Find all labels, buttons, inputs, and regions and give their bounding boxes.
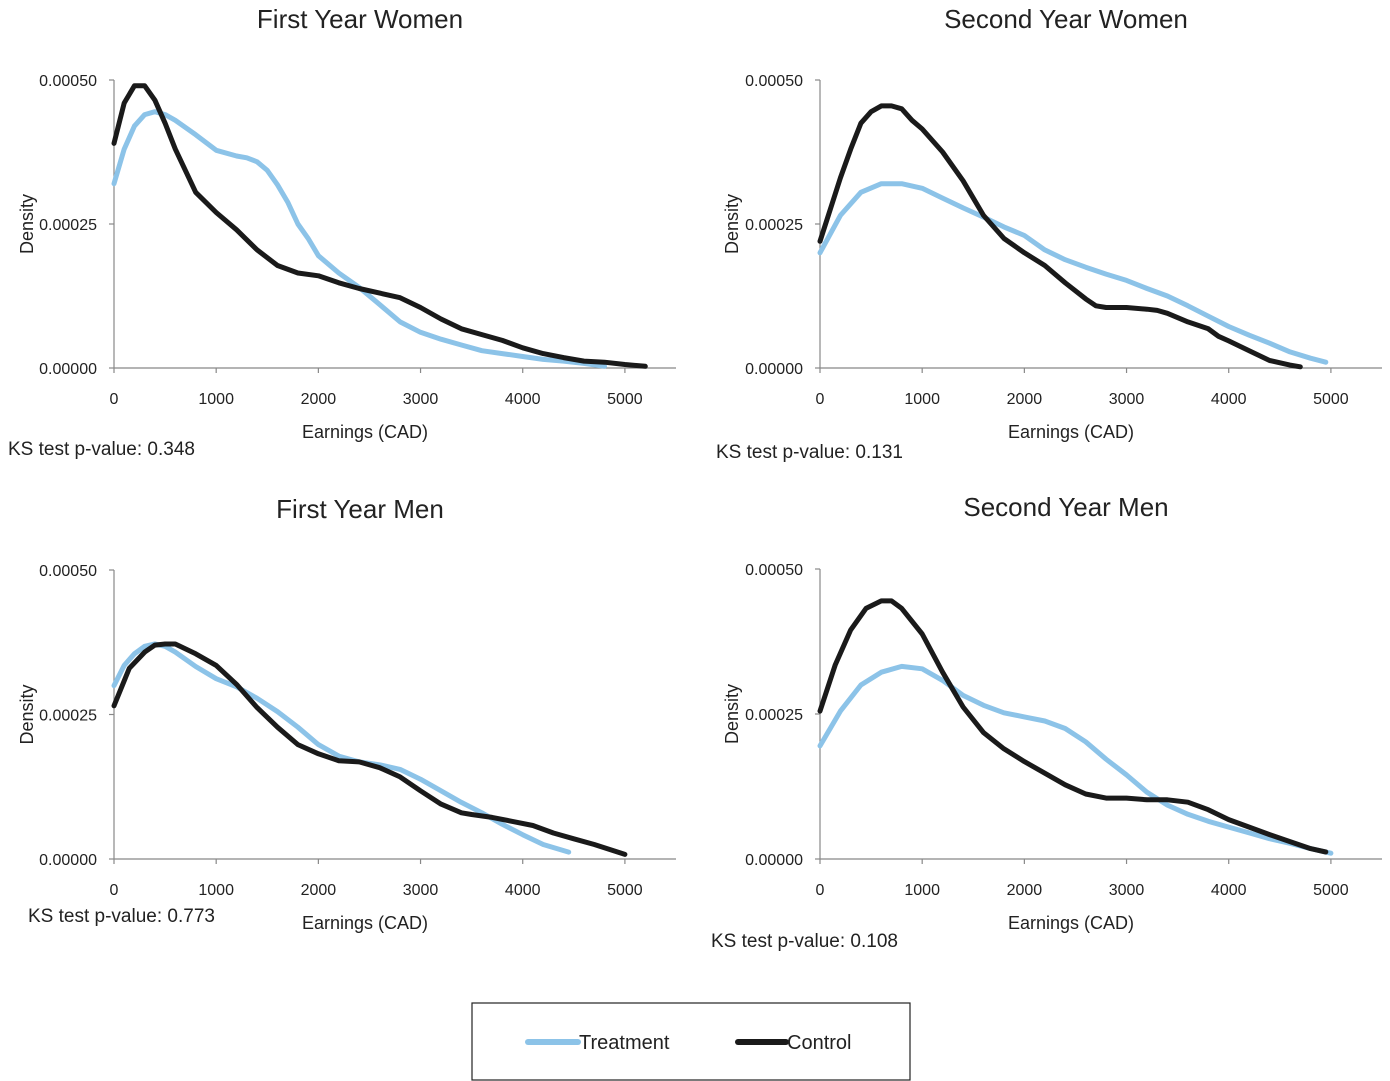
legend: Treatment Control xyxy=(471,1002,911,1081)
first-year-men-x-tick-label: 0 xyxy=(110,882,119,899)
first-year-men-x-axis-label: Earnings (CAD) xyxy=(302,913,428,933)
second-year-men-x-tick-label: 4000 xyxy=(1211,882,1247,899)
second-year-men-x-tick-label: 0 xyxy=(816,882,825,899)
first-year-women-x-tick-label: 4000 xyxy=(505,391,541,408)
second-year-men-x-tick-label: 3000 xyxy=(1109,882,1145,899)
second-year-women-y-axis-label: Density xyxy=(722,194,742,254)
second-year-men-title: Second Year Men xyxy=(963,492,1168,522)
second-year-men-x-axis-label: Earnings (CAD) xyxy=(1008,913,1134,933)
first-year-women-title: First Year Women xyxy=(257,4,463,34)
first-year-men-x-tick-label: 1000 xyxy=(198,882,234,899)
first-year-men-ks-text: KS test p-value: 0.773 xyxy=(28,906,215,927)
second-year-women-title: Second Year Women xyxy=(944,4,1188,34)
first-year-women-y-tick-label: 0.00050 xyxy=(39,73,97,90)
first-year-men-y-tick-label: 0.00000 xyxy=(39,852,97,869)
second-year-men-x-tick-label: 1000 xyxy=(904,882,940,899)
second-year-women-x-tick-label: 4000 xyxy=(1211,391,1247,408)
second-year-men-x-tick-label: 5000 xyxy=(1313,882,1349,899)
first-year-men-x-tick-label: 5000 xyxy=(607,882,643,899)
second-year-women-ks-text: KS test p-value: 0.131 xyxy=(716,442,903,463)
first-year-women-x-tick-label: 2000 xyxy=(301,391,337,408)
second-year-women-control-line xyxy=(817,103,1303,370)
second-year-women-panel: Second Year Women 0.00000 0.00025 0.00050 0 1… xyxy=(716,4,1382,463)
second-year-men-y-tick-label: 0.00050 xyxy=(745,562,803,579)
first-year-men-y-tick-label: 0.00025 xyxy=(39,708,97,725)
first-year-men-x-tick-label: 4000 xyxy=(505,882,541,899)
first-year-women-y-tick-label: 0.00025 xyxy=(39,217,97,234)
first-year-women-x-tick-label: 1000 xyxy=(198,391,234,408)
second-year-men-ks-text: KS test p-value: 0.108 xyxy=(711,931,898,952)
second-year-women-y-tick-label: 0.00050 xyxy=(745,73,803,90)
second-year-men-control-line xyxy=(817,598,1329,855)
first-year-women-y-tick-label: 0.00000 xyxy=(39,361,97,378)
first-year-women-panel: First Year Women 0.00000 0.00025 0.00050 0 10… xyxy=(8,4,676,460)
first-year-women-y-axis-label: Density xyxy=(17,194,37,254)
second-year-women-x-tick-label: 1000 xyxy=(904,391,940,408)
second-year-men-y-axis-label: Density xyxy=(722,684,742,744)
second-year-women-x-tick-label: 2000 xyxy=(1007,391,1043,408)
legend-control-label: Control xyxy=(787,1032,851,1054)
second-year-men-panel: Second Year Men 0.00000 0.00025 0.00050 0 100… xyxy=(711,492,1382,952)
second-year-men-y-tick-label: 0.00000 xyxy=(745,852,803,869)
first-year-women-x-tick-label: 0 xyxy=(110,391,119,408)
first-year-women-x-tick-label: 3000 xyxy=(403,391,439,408)
first-year-men-y-tick-label: 0.00050 xyxy=(39,563,97,580)
second-year-women-y-tick-label: 0.00000 xyxy=(745,361,803,378)
legend-treatment-label: Treatment xyxy=(579,1032,670,1054)
second-year-men-y-tick-label: 0.00025 xyxy=(745,707,803,724)
second-year-women-x-tick-label: 0 xyxy=(816,391,825,408)
first-year-women-treatment-line xyxy=(111,109,607,369)
first-year-women-x-tick-label: 5000 xyxy=(607,391,643,408)
second-year-women-x-tick-label: 3000 xyxy=(1109,391,1145,408)
second-year-men-x-tick-label: 2000 xyxy=(1007,882,1043,899)
first-year-men-y-axis-label: Density xyxy=(17,684,37,744)
first-year-women-x-axis-label: Earnings (CAD) xyxy=(302,422,428,442)
first-year-men-control-line xyxy=(111,641,628,857)
first-year-women-ks-text: KS test p-value: 0.348 xyxy=(8,439,195,460)
first-year-women-control-line xyxy=(111,83,648,369)
first-year-men-panel: First Year Men 0.00000 0.00025 0.00050 0 1000… xyxy=(17,494,676,933)
second-year-women-treatment-line xyxy=(817,181,1329,365)
first-year-men-title: First Year Men xyxy=(276,494,444,524)
second-year-women-x-axis-label: Earnings (CAD) xyxy=(1008,422,1134,442)
second-year-women-y-tick-label: 0.00025 xyxy=(745,217,803,234)
second-year-men-treatment-line xyxy=(817,663,1334,856)
second-year-women-x-tick-label: 5000 xyxy=(1313,391,1349,408)
first-year-men-x-tick-label: 2000 xyxy=(301,882,337,899)
first-year-men-x-tick-label: 3000 xyxy=(403,882,439,899)
